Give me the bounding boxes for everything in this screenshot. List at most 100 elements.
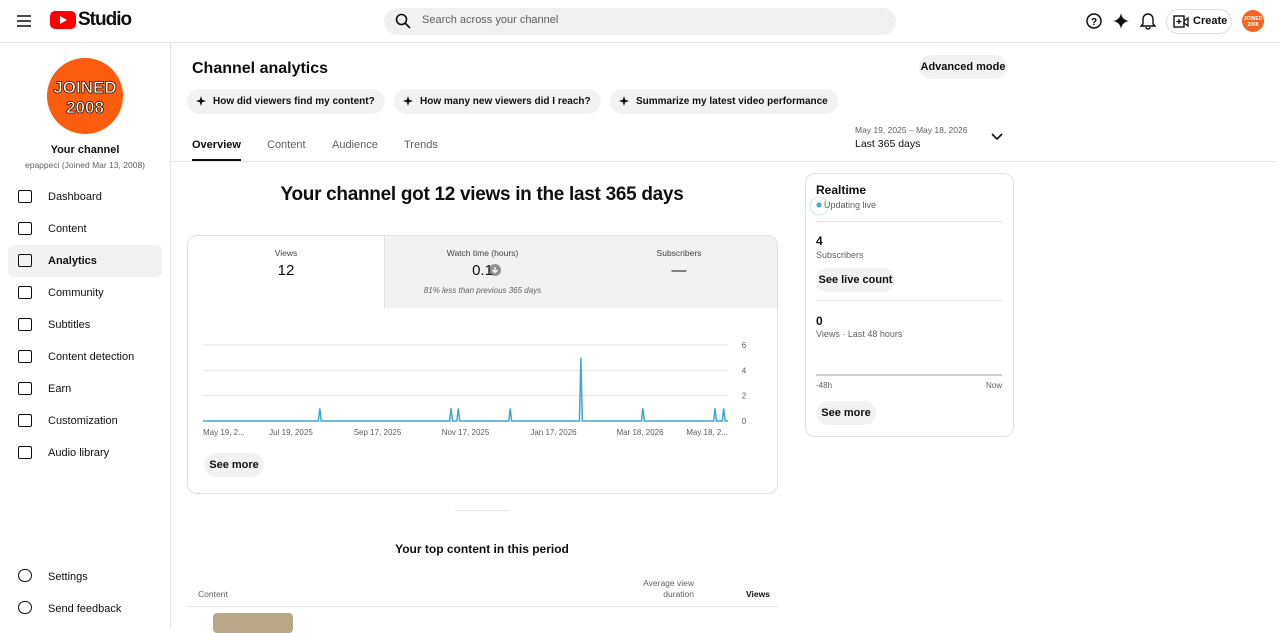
nav-icon <box>18 350 32 363</box>
metric-label: Views <box>274 248 298 258</box>
date-range: May 19, 2025 – May 18, 2026 <box>855 125 968 135</box>
nav-item[interactable]: Content <box>48 223 87 235</box>
tab[interactable]: Overview <box>192 139 241 151</box>
divider <box>187 606 778 607</box>
column-header: Average view duration <box>643 578 694 599</box>
prompt-chip[interactable]: How many new viewers did I reach? <box>394 89 601 114</box>
advanced-mode-button[interactable]: Advanced mode <box>919 55 1007 79</box>
create-label: Create <box>1193 15 1228 27</box>
x-tick-label: Nov 17, 2025 <box>442 428 490 437</box>
nav-item[interactable]: Analytics <box>48 255 97 267</box>
nav-icon <box>18 286 32 299</box>
brand: Studio <box>78 9 132 30</box>
nav-icon <box>18 446 32 459</box>
search-icon <box>395 13 411 29</box>
notifications-icon[interactable] <box>1140 12 1156 30</box>
avatar-text: JOINED <box>53 78 116 97</box>
avatar-text: 2008 <box>66 98 104 117</box>
nav-icon <box>18 190 32 203</box>
tab[interactable]: Trends <box>404 139 438 151</box>
video-thumbnail[interactable] <box>213 613 293 633</box>
nav-icon <box>18 382 32 395</box>
nav-icon <box>18 318 32 331</box>
nav-icon <box>18 254 32 267</box>
divider <box>455 510 510 511</box>
prompt-icon <box>619 96 629 106</box>
divider <box>816 221 1002 222</box>
top-content-title: Your top content in this period <box>395 542 569 556</box>
column-header: Content <box>198 589 228 599</box>
metric-value: 0.1 <box>472 262 493 279</box>
y-tick-label: 6 <box>742 341 747 350</box>
realtime-see-more[interactable]: See more <box>816 401 876 425</box>
divider <box>816 300 1002 301</box>
nav-item[interactable]: Audio library <box>48 447 110 459</box>
live-count-button[interactable]: See live count <box>816 268 895 292</box>
x-tick-label: Jan 17, 2026 <box>530 428 577 437</box>
nav-icon <box>18 601 32 614</box>
search-placeholder: Search across your channel <box>422 14 559 26</box>
nav-icon <box>18 414 32 427</box>
menu-button[interactable] <box>16 13 32 29</box>
views-chart: 0 2 4 6 May 19, 2... Jul 19, 2025 Sep 17, 2025… <box>203 341 747 437</box>
metric-note: 81% less than previous 365 days <box>423 286 542 295</box>
create-icon <box>1173 15 1189 28</box>
overview-card <box>187 235 778 494</box>
y-tick-label: 4 <box>742 366 747 375</box>
prompt-chip[interactable]: Summarize my latest video performance <box>610 89 838 114</box>
metric-label: Watch time (hours) <box>446 248 519 258</box>
nav-item[interactable]: Customization <box>48 415 118 427</box>
axis-end: Now <box>986 381 1003 390</box>
tab[interactable]: Audience <box>332 139 378 151</box>
nav-item[interactable]: Settings <box>48 571 88 583</box>
nav-item[interactable]: Subtitles <box>48 319 91 331</box>
headline: Your channel got 12 views in the last 36… <box>280 184 684 205</box>
realtime-card <box>805 173 1014 437</box>
x-tick-label: May 18, 2... <box>686 428 728 437</box>
nav-item[interactable]: Earn <box>48 383 72 395</box>
x-tick-label: Jul 19, 2025 <box>269 428 313 437</box>
nav-item[interactable]: Dashboard <box>48 191 102 203</box>
page-title: Channel analytics <box>192 60 329 77</box>
tabs-divider <box>171 161 1275 162</box>
period: Last 365 days <box>855 138 921 150</box>
sidebar <box>0 43 171 628</box>
nav-item[interactable]: Content detection <box>48 351 135 363</box>
see-more-button[interactable]: See more <box>204 453 264 477</box>
x-tick-label: Sep 17, 2025 <box>354 428 402 437</box>
y-tick-label: 2 <box>742 392 747 401</box>
metric-label: Subscribers <box>656 248 702 258</box>
views-label: Views · Last 48 hours <box>816 329 903 339</box>
live-dot <box>809 196 829 216</box>
ai-icon[interactable] <box>1113 13 1129 29</box>
subscribers-label: Subscribers <box>816 250 864 260</box>
prompt-icon <box>196 96 206 106</box>
prompt-chip[interactable]: How did viewers find my content? <box>187 89 385 114</box>
views-count: 0 <box>816 314 823 328</box>
realtime-status: Updating live <box>824 200 877 210</box>
realtime-title: Realtime <box>816 183 867 197</box>
realtime-axis <box>816 374 1002 376</box>
column-header: Views <box>746 589 770 599</box>
logo[interactable] <box>50 11 76 29</box>
metric-value: — <box>671 262 687 279</box>
nav-item[interactable]: Community <box>48 287 104 299</box>
nav-active-bg <box>8 245 162 277</box>
avatar-text: JOINED <box>1244 16 1263 22</box>
nav-item[interactable]: Send feedback <box>48 603 122 615</box>
search-box[interactable] <box>384 8 896 35</box>
nav-icon <box>18 222 32 235</box>
nav-icon <box>18 569 32 582</box>
period-dropdown[interactable] <box>991 133 1003 141</box>
header <box>0 0 1280 43</box>
y-tick-label: 0 <box>742 417 747 426</box>
help-icon[interactable]: ? <box>1086 13 1102 29</box>
selected-metric <box>384 236 581 308</box>
create-button[interactable] <box>1166 9 1232 34</box>
axis-start: -48h <box>816 381 833 390</box>
subscriber-count: 4 <box>816 234 823 248</box>
tab[interactable]: Content <box>267 139 306 151</box>
